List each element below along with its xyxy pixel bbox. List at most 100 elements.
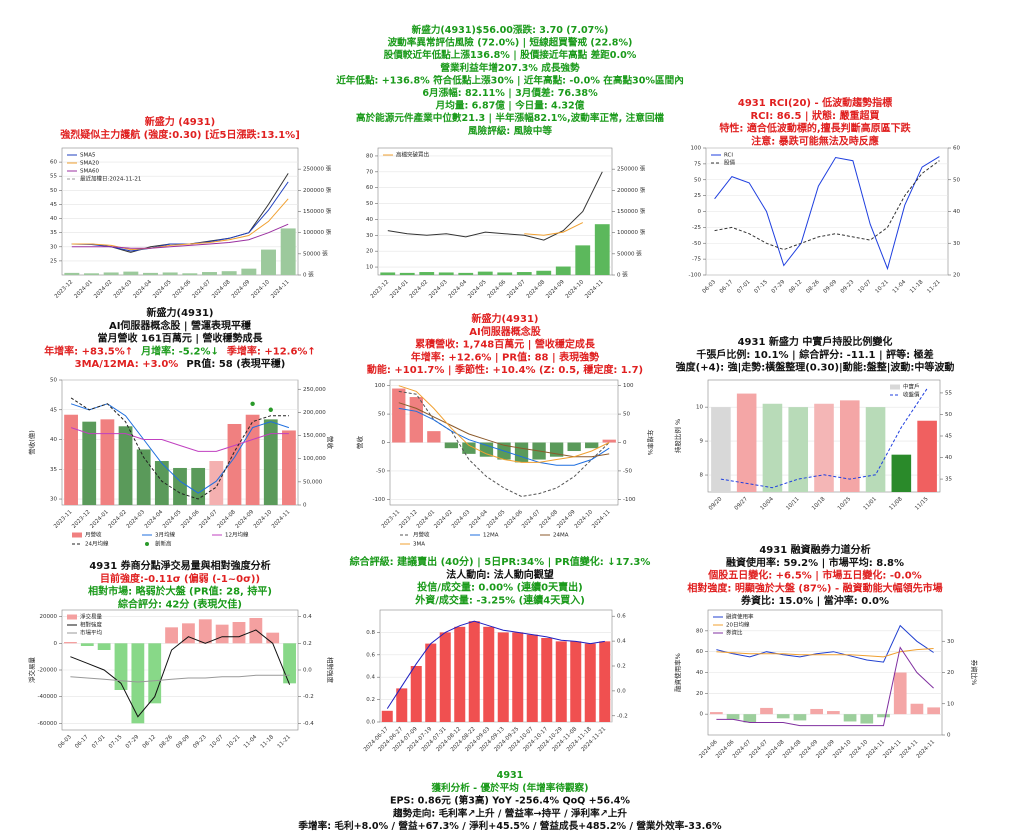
title-part: 4931 券商分點淨交易量與相對強度分析 — [89, 559, 270, 572]
legend-label: 月營收 — [85, 531, 102, 539]
x-tick-label: 2024-01 — [389, 279, 409, 299]
marker — [250, 401, 255, 407]
bar — [392, 388, 406, 443]
x-tick-label: 11-04 — [892, 279, 908, 295]
line — [386, 620, 605, 709]
bar — [136, 449, 151, 505]
chart-title: 年增率: +83.5%↑ 月增率: -5.2%↓ 季增率: +12.6%↑ — [44, 344, 316, 357]
bar — [793, 714, 807, 721]
legend-label: 相對強度 — [80, 621, 103, 629]
legend-swatch — [145, 542, 149, 546]
footer-line: 趨勢走向: 毛利率↗上升 / 營益率→持平 / 淨利率↗上升 — [392, 807, 627, 819]
bar — [893, 672, 907, 715]
y2-tick-label: 150000 張 — [617, 208, 646, 215]
bar — [202, 272, 217, 275]
y-tick-label: 60 — [366, 185, 373, 191]
y2-tick-label: 0.0 — [303, 668, 312, 674]
y-tick-label: 60 — [696, 649, 703, 655]
footer-line: 4931 — [497, 770, 524, 781]
legend-label: SMA20 — [80, 161, 99, 167]
bar — [762, 403, 783, 492]
y2-axis-label: 券資比% — [970, 660, 979, 686]
bar — [283, 643, 296, 684]
y2-tick-label: 0.4 — [303, 614, 312, 620]
bar — [512, 632, 524, 722]
x-tick-label: 2024-09 — [545, 279, 566, 300]
y-tick-label: 0.2 — [366, 697, 375, 703]
title-part: 券資比: 15.0% | 當沖率: 0.0% — [740, 594, 889, 607]
bar — [891, 454, 912, 492]
bar — [380, 272, 396, 275]
x-tick-label: 2024-11 — [271, 509, 291, 529]
bar — [575, 245, 591, 275]
header-line: 近年低點: +136.8% 符合低點上漲30% | 近年高點: -0.0% 在高… — [336, 74, 684, 86]
y2-tick-label: 40 — [953, 209, 960, 215]
x-tick-label: 2024-08 — [216, 509, 237, 530]
header-line: 股價較近年低點上漲136.8% | 股價接近年高點 差距0.0% — [384, 49, 637, 61]
bar — [584, 643, 596, 722]
x-tick-label: 07-01 — [91, 734, 107, 750]
y2-tick-label: 100000 張 — [617, 229, 646, 236]
header-line: 月均量: 6.87億 | 今日量: 4.32億 — [435, 100, 585, 112]
y2-tick-label: 60 — [953, 146, 960, 152]
x-tick-label: 09/20 — [708, 496, 724, 512]
title-part: 季增率: +12.6%↑ — [226, 344, 316, 357]
bar — [860, 714, 874, 724]
y-tick-label: 10 — [696, 405, 703, 411]
legend-label: 24月均線 — [85, 540, 109, 548]
legend-label: 中實戶 — [903, 383, 920, 391]
legend-label: 最近加權日:2024-11-21 — [80, 175, 141, 183]
x-tick-label: 2024-08 — [211, 279, 232, 300]
y-tick-label: 40 — [50, 437, 57, 443]
x-tick-label: 2024-09 — [235, 509, 256, 530]
x-tick-label: 2024-02 — [409, 279, 429, 299]
bar — [877, 714, 890, 718]
chart-title: 4931 券商分點淨交易量與相對強度分析 — [89, 559, 270, 572]
x-tick-label: 2024-03 — [428, 279, 449, 300]
chart-title: 強烈疑似主力護航 (強度:0.30) [近5日漲跌:13.1%] — [60, 128, 300, 141]
y2-tick-label: 100 — [623, 383, 634, 389]
y-tick-label: 50 — [50, 188, 57, 194]
y2-tick-label: 250000 張 — [303, 166, 332, 173]
legend-label: 淨交易量 — [80, 613, 103, 621]
bar — [711, 407, 731, 492]
bar — [266, 632, 280, 644]
x-tick-label: 06-03 — [57, 734, 73, 750]
bar — [381, 710, 393, 722]
bar — [232, 622, 246, 644]
y2-tick-label: -50 — [623, 468, 632, 474]
title-part: 法人動向: 法人動向觀望 — [446, 568, 553, 581]
title-part: 綜合評分: 42分 (表現欠佳) — [118, 597, 242, 610]
x-tick-label: 08-26 — [159, 734, 175, 750]
x-tick-label: 2024-06 — [172, 279, 193, 300]
y2-tick-label: 20 — [947, 670, 954, 676]
title-part: AI伺服器概念股 — [469, 325, 541, 338]
x-tick-label: 2024-09 — [231, 279, 252, 300]
x-tick-label: 07-01 — [736, 279, 752, 295]
x-tick-label: 10/18 — [811, 496, 827, 512]
x-tick-label: 2024-11 — [916, 739, 936, 759]
line — [71, 223, 289, 249]
y2-tick-label: 250000 張 — [617, 166, 646, 173]
y-tick-label: 25 — [50, 258, 57, 264]
line — [70, 674, 290, 683]
y2-tick-label: 200000 張 — [303, 187, 332, 194]
x-tick-label: 09-09 — [823, 279, 839, 295]
bar — [814, 403, 834, 492]
bar — [97, 643, 111, 650]
y2-tick-label: 200,000 — [303, 410, 326, 416]
header-line: 波動率異常評估風險 (72.0%) | 短線超買警戒 (22.8%) — [388, 37, 633, 49]
y-axis-label: 營收 — [355, 436, 364, 450]
y2-axis-label: 年增率% — [646, 430, 655, 456]
line — [398, 390, 610, 498]
x-tick-label: 10-07 — [209, 734, 225, 750]
y2-axis-label: 相對強度 — [326, 657, 335, 684]
bar — [209, 461, 224, 505]
bar — [567, 442, 581, 452]
title-part: 特性: 適合低波動標的,擅長判斷高原區下跌 — [719, 122, 911, 135]
bar — [409, 397, 423, 443]
bar — [64, 272, 80, 275]
bar — [497, 632, 509, 722]
y-tick-label: 30 — [366, 233, 373, 239]
bar — [198, 619, 212, 644]
